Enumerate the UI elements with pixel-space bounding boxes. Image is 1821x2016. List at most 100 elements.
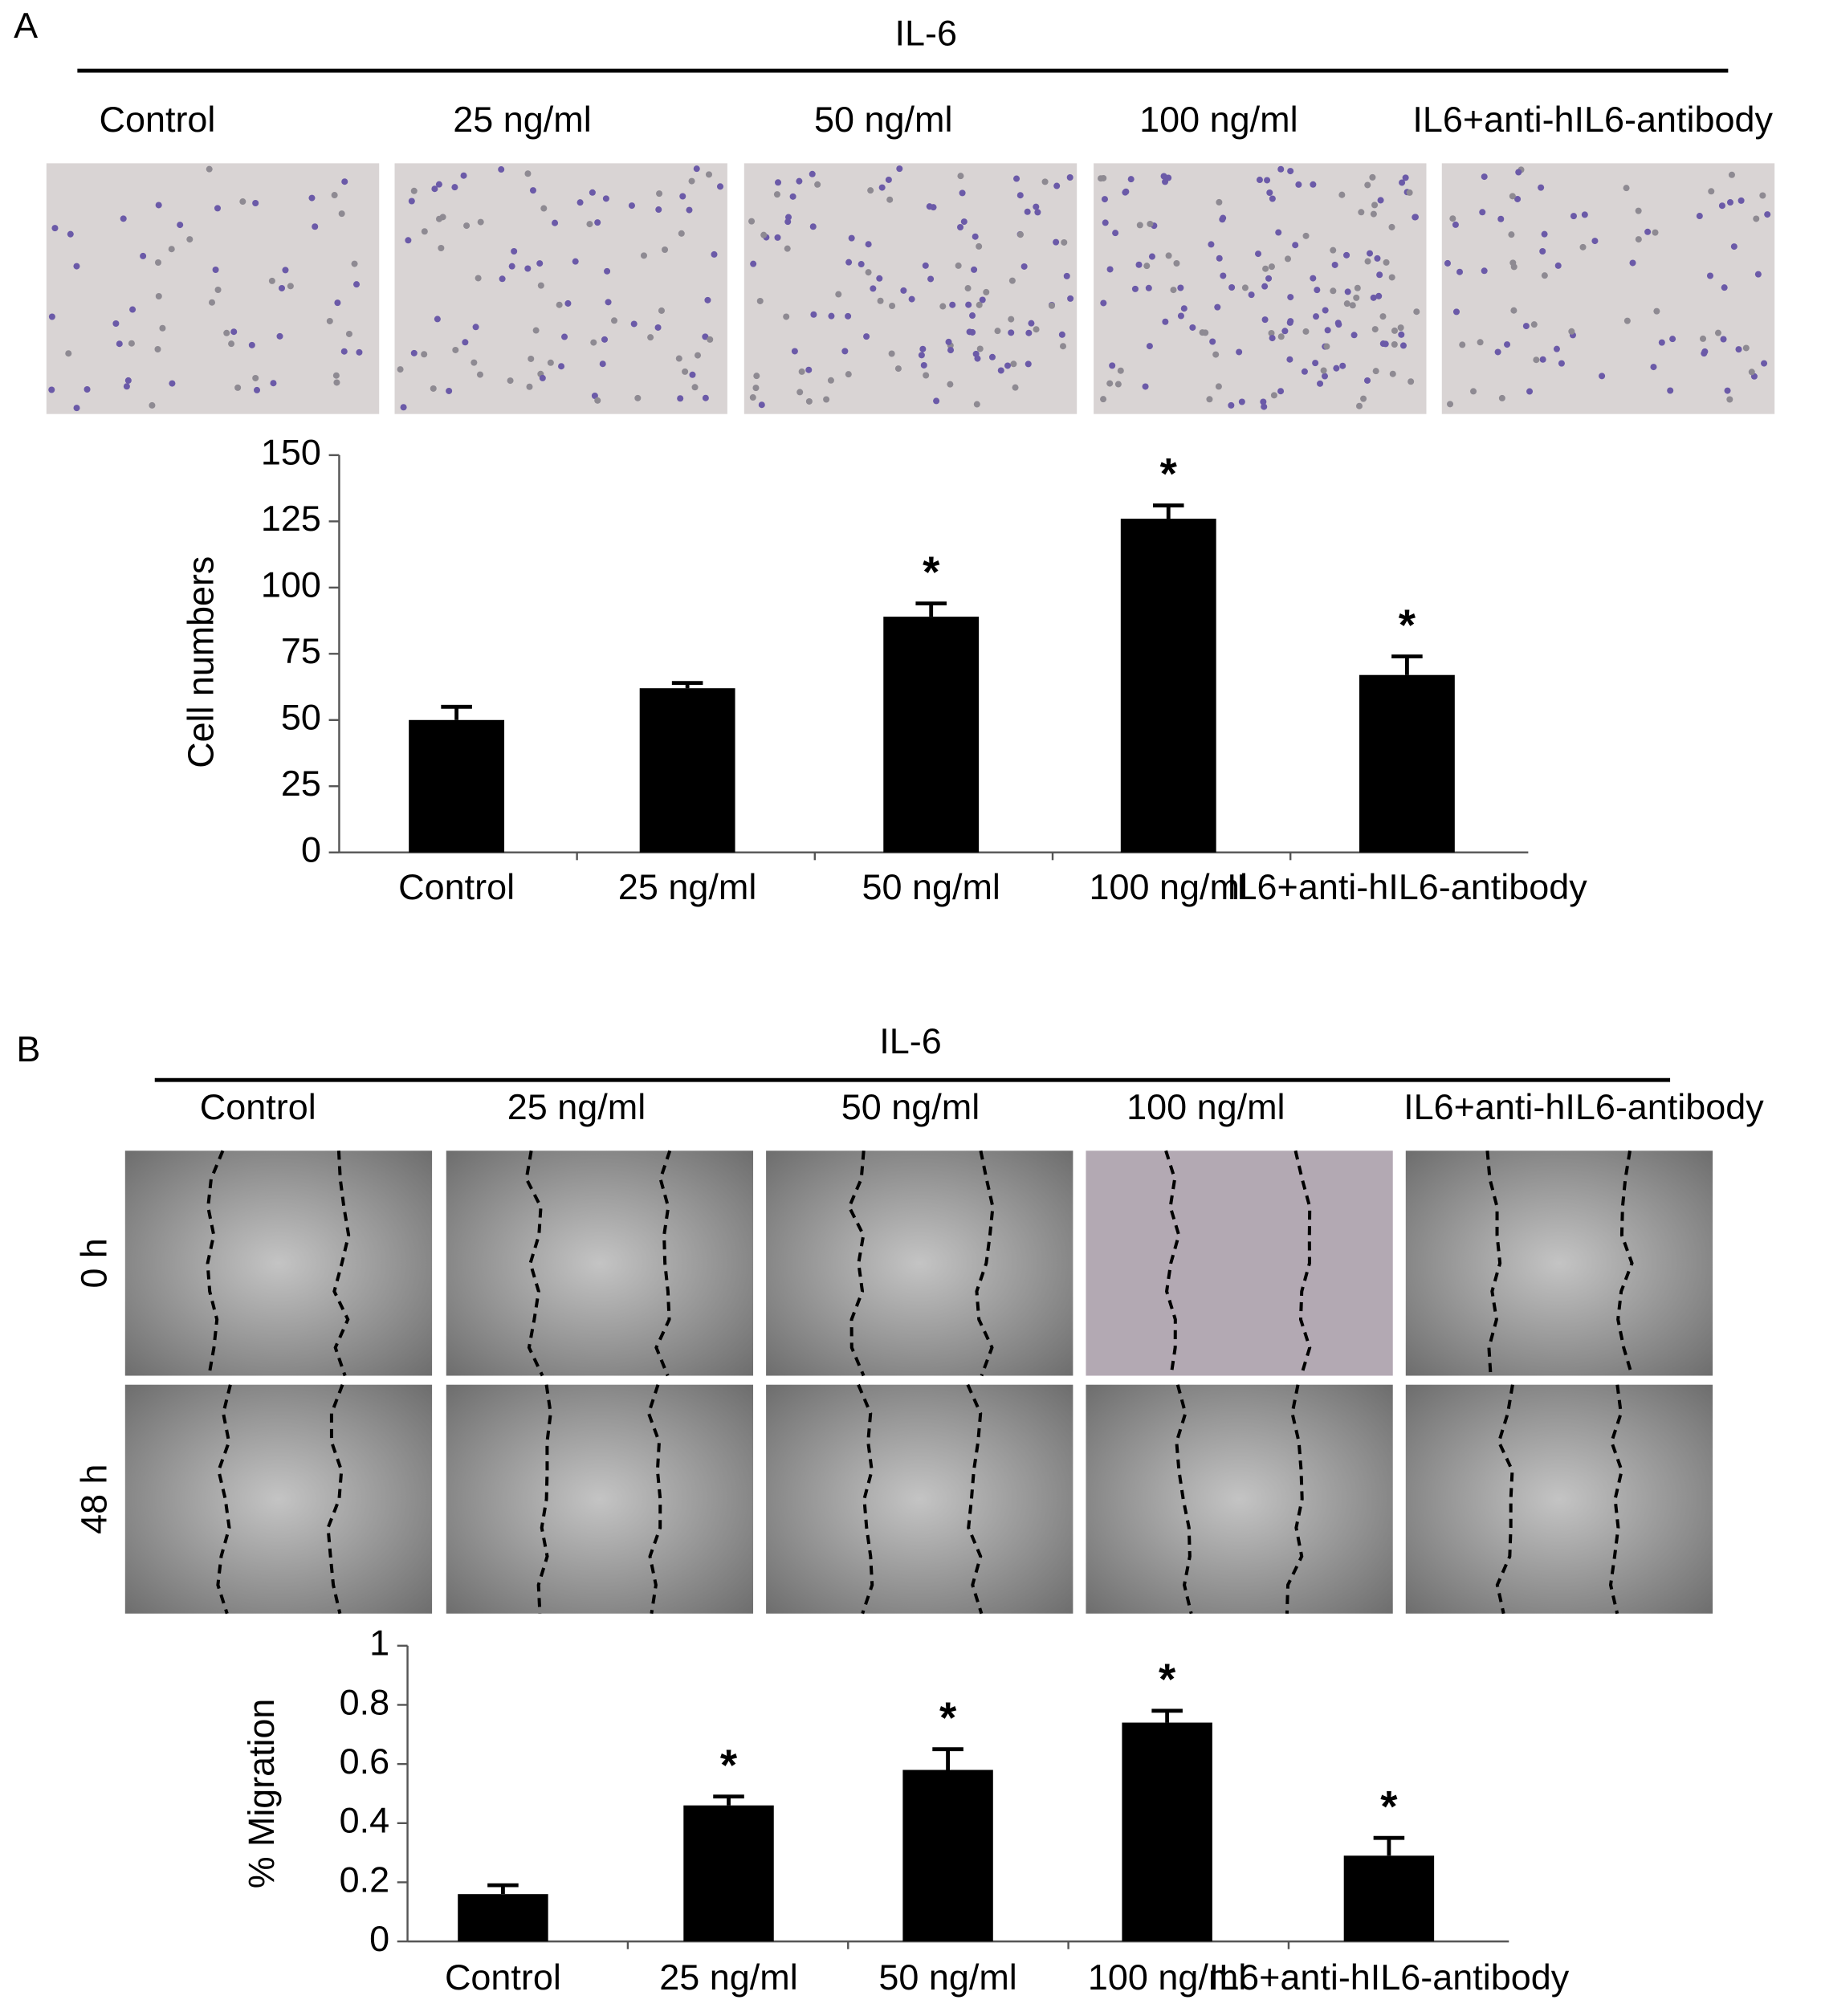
y-tick-label: 75: [281, 630, 321, 671]
cell: [460, 172, 467, 179]
bar: [1120, 519, 1216, 853]
cell: [1216, 198, 1223, 206]
cell: [957, 173, 964, 180]
cell: [405, 237, 412, 244]
cell: [435, 215, 443, 222]
cell: [1025, 329, 1033, 336]
cell: [1228, 284, 1236, 291]
cell: [475, 275, 482, 282]
cell: [1570, 213, 1577, 220]
cell: [1214, 303, 1221, 311]
cell: [1708, 188, 1715, 195]
cell: [1383, 259, 1390, 266]
cell: [1343, 251, 1350, 259]
wound-edge: [332, 1151, 351, 1377]
image-bg: [394, 163, 727, 414]
cell: [1268, 263, 1275, 271]
cell: [1554, 262, 1562, 269]
cell: [223, 329, 230, 336]
cell: [65, 350, 72, 357]
cell: [922, 262, 929, 269]
cell: [558, 363, 565, 370]
image-bg: [124, 1384, 433, 1614]
cell: [155, 292, 162, 299]
cell: [1338, 191, 1346, 198]
cell: [1292, 242, 1299, 249]
micrograph: [766, 1150, 1073, 1377]
cell: [972, 233, 979, 240]
cell: [576, 199, 584, 206]
cell: [1728, 171, 1735, 178]
cell: [1281, 328, 1289, 335]
wound-edge: [1285, 1384, 1304, 1614]
cell: [1696, 213, 1703, 220]
micrograph: [1086, 1150, 1393, 1377]
cell: [1388, 274, 1395, 281]
cell: [234, 384, 242, 391]
cell: [400, 404, 407, 411]
cell: [1066, 173, 1073, 181]
cell: [634, 394, 642, 401]
cell: [711, 250, 718, 258]
cell: [1034, 209, 1041, 216]
cell: [1354, 284, 1361, 291]
cell: [1406, 189, 1413, 196]
cell: [1220, 272, 1227, 279]
cell: [1215, 383, 1222, 390]
cell: [1199, 329, 1206, 336]
cell: [688, 177, 695, 185]
cell: [1452, 308, 1460, 316]
cell: [1265, 275, 1273, 282]
cell: [1388, 223, 1395, 230]
y-tick-label: 0: [301, 829, 321, 870]
cell: [686, 206, 693, 214]
wound-edge: [1293, 1150, 1312, 1377]
cell: [356, 348, 363, 356]
micrograph: [46, 163, 380, 414]
cell: [508, 263, 515, 270]
cell: [230, 328, 238, 336]
cell: [1269, 195, 1276, 202]
cell: [1623, 185, 1630, 192]
cell: [1391, 327, 1398, 334]
significance-mark: *: [1159, 1655, 1176, 1704]
cell: [1063, 272, 1070, 279]
cell: [1599, 373, 1606, 380]
cell: [814, 181, 821, 188]
cell: [529, 187, 536, 194]
cell: [1470, 388, 1477, 395]
cell: [919, 345, 927, 352]
cell: [654, 324, 662, 331]
micrograph: [446, 1384, 754, 1615]
cell: [689, 371, 696, 378]
wound-edge: [524, 1150, 544, 1377]
cell: [1236, 348, 1243, 356]
significance-mark: *: [923, 548, 940, 597]
cell: [1301, 368, 1308, 375]
cell: [1277, 388, 1285, 395]
cell: [858, 261, 865, 268]
cell: [775, 179, 782, 186]
cell: [675, 355, 682, 362]
image-bg: [124, 1151, 433, 1376]
y-tick-label: 0.6: [340, 1741, 390, 1782]
cell: [1754, 271, 1762, 278]
x-tick-label: 50 ng/ml: [862, 866, 1000, 907]
cell: [1714, 329, 1721, 336]
cell: [1447, 401, 1454, 408]
cell: [1146, 343, 1153, 350]
column-label: IL6+anti-hIL6-antibody: [1403, 1086, 1764, 1127]
cell: [1248, 291, 1255, 299]
cell: [1456, 268, 1464, 275]
cell: [1530, 321, 1538, 328]
error-bar: [1373, 1835, 1405, 1856]
cell: [694, 352, 702, 359]
cell: [1266, 189, 1273, 196]
cell: [452, 346, 459, 353]
cell: [1623, 317, 1631, 324]
cell: [253, 386, 261, 393]
cell: [1261, 283, 1269, 290]
cell: [760, 231, 768, 238]
cell: [679, 193, 686, 200]
cell: [1358, 209, 1365, 216]
